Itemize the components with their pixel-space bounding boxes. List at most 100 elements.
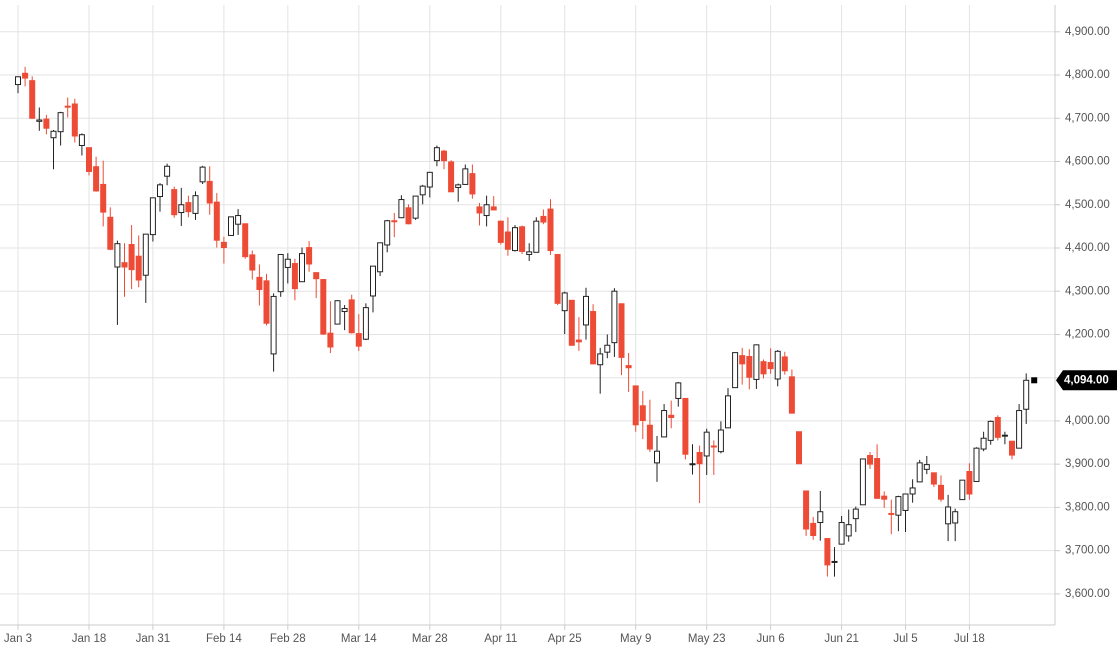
x-tick-label: Jan 18: [72, 633, 107, 645]
candle-body: [1009, 440, 1015, 456]
candle-body: [36, 119, 43, 122]
candle-body: [107, 216, 114, 250]
candle-body: [867, 455, 873, 465]
candle-body: [93, 166, 100, 192]
candle-body: [753, 344, 760, 380]
candle-body: [682, 397, 689, 455]
candle-body: [590, 311, 597, 365]
candle-body: [476, 206, 483, 214]
candle-body: [128, 244, 135, 271]
candle-body: [71, 103, 78, 137]
candle-body: [909, 487, 916, 495]
candle-body: [781, 356, 788, 372]
y-tick-label: 4,200.00: [1065, 328, 1110, 340]
candle-body: [696, 451, 703, 465]
candle-body: [895, 496, 902, 516]
candle-body: [639, 405, 646, 421]
candle-body: [100, 183, 107, 213]
candle-body: [533, 220, 540, 253]
candle-body: [994, 416, 1001, 438]
grid: [0, 5, 1055, 625]
candle-body: [426, 171, 433, 188]
candle-body: [433, 147, 440, 162]
candle-body: [767, 362, 774, 370]
candle-body: [618, 303, 625, 358]
y-tick-label: 4,900.00: [1065, 26, 1110, 38]
candle-body: [313, 272, 320, 280]
candle-body: [952, 511, 959, 524]
y-tick-label: 4,500.00: [1065, 199, 1110, 211]
candle-body: [519, 226, 526, 252]
candle-body: [675, 382, 682, 399]
candle-body: [796, 431, 802, 465]
candle-body: [604, 344, 611, 353]
x-tick-label: May 23: [688, 633, 726, 645]
candle-body: [419, 185, 426, 196]
candle-body: [526, 251, 533, 255]
candle-body: [803, 490, 810, 530]
candle-body: [732, 352, 739, 389]
candle-body: [157, 184, 163, 198]
candle-body: [341, 308, 348, 313]
candle-body: [845, 524, 852, 537]
x-tick-label: Apr 11: [484, 633, 517, 645]
candle-body: [320, 279, 327, 335]
y-tick-label: 4,000.00: [1065, 415, 1110, 427]
y-tick-label: 3,800.00: [1065, 501, 1110, 513]
candle-body: [299, 253, 305, 283]
candle-body: [185, 202, 192, 213]
candle-body: [916, 462, 923, 483]
candle-body: [881, 495, 888, 500]
candle-body: [568, 299, 575, 346]
candle-body: [277, 253, 284, 293]
last-price-label: 4,094.00: [1064, 374, 1109, 386]
candle-body: [547, 208, 554, 252]
x-tick-label: Jul 5: [893, 633, 917, 645]
candle-body: [774, 350, 781, 380]
candle-body: [391, 220, 398, 223]
candle-body: [334, 300, 341, 325]
candle-body: [689, 463, 696, 466]
candle-body: [412, 195, 419, 219]
candle-body: [171, 189, 178, 216]
candle-body: [632, 385, 639, 426]
candle-body: [306, 247, 313, 265]
x-tick-label: Apr 25: [548, 633, 582, 645]
candle-body: [441, 150, 447, 162]
candle-body: [206, 180, 213, 204]
last-price-marker: [1031, 377, 1038, 384]
y-tick-label: 3,600.00: [1065, 588, 1110, 600]
candle-body: [213, 201, 220, 241]
y-tick-label: 4,400.00: [1065, 242, 1110, 254]
candle-body: [703, 431, 710, 457]
candle-body: [448, 161, 455, 193]
candle-body: [923, 464, 930, 470]
candle-body: [228, 216, 234, 236]
x-tick-label: Mar 28: [412, 633, 448, 645]
candle-body: [746, 356, 753, 378]
candle-body: [249, 254, 256, 271]
candle-body: [646, 424, 653, 450]
candle-body: [987, 420, 994, 441]
x-tick-label: Jul 18: [954, 633, 985, 645]
candle-body: [561, 292, 568, 312]
y-tick-label: 3,900.00: [1065, 458, 1110, 470]
candle-body: [583, 295, 589, 326]
candle-body: [405, 207, 412, 225]
candle-body: [838, 522, 845, 545]
candle-body: [199, 166, 206, 183]
candle-body: [959, 479, 966, 501]
candle-body: [242, 223, 249, 258]
axes: 3,600.00 3,700.00 3,800.00 3,900.00 4,000.00…: [0, 5, 1117, 645]
candle-body: [661, 410, 668, 438]
candle-body: [575, 339, 582, 343]
x-tick-label: Jan 31: [136, 633, 171, 645]
candle-body: [178, 204, 185, 214]
candle-body: [256, 276, 263, 290]
candle-body: [370, 265, 376, 297]
y-tick-label: 4,600.00: [1065, 156, 1110, 168]
candle-body: [1016, 410, 1023, 449]
candle-body: [483, 204, 490, 217]
